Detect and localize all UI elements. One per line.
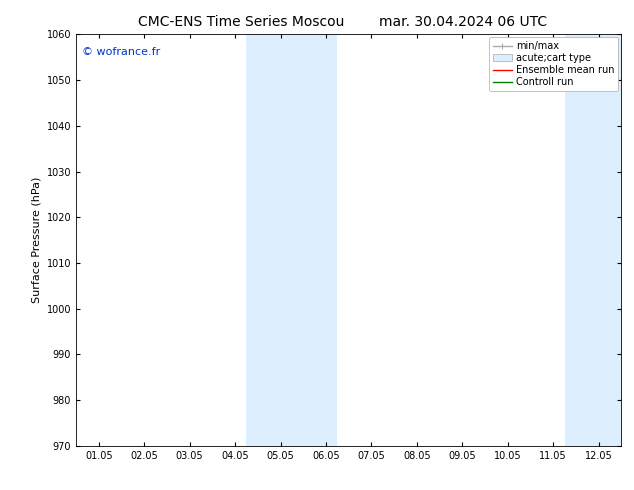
Text: © wofrance.fr: © wofrance.fr	[82, 47, 160, 57]
Y-axis label: Surface Pressure (hPa): Surface Pressure (hPa)	[31, 177, 41, 303]
Text: CMC-ENS Time Series Moscou: CMC-ENS Time Series Moscou	[138, 15, 344, 29]
Bar	[564, 34, 633, 446]
Text: mar. 30.04.2024 06 UTC: mar. 30.04.2024 06 UTC	[378, 15, 547, 29]
Legend: min/max, acute;cart type, Ensemble mean run, Controll run: min/max, acute;cart type, Ensemble mean …	[489, 37, 618, 91]
Bar	[247, 34, 337, 446]
